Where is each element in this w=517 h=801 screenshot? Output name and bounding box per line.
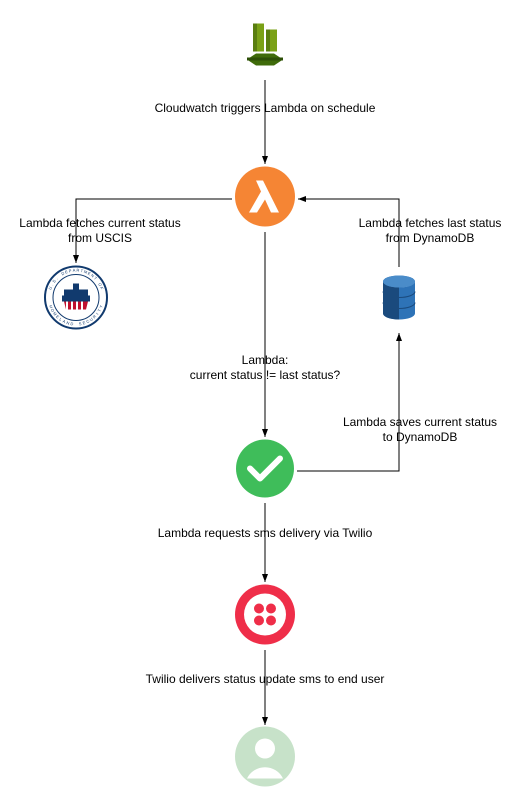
lambda-icon (235, 167, 295, 232)
label-twilio-deliver: Twilio delivers status update sms to end… (146, 672, 385, 688)
label-twilio-request: Lambda requests sms delivery via Twilio (158, 526, 373, 542)
cloudwatch-icon (237, 18, 293, 79)
label-save-dynamo-2: to DynamoDB (383, 430, 458, 446)
label-compare-2: current status != last status? (190, 368, 340, 384)
check-icon (236, 440, 294, 503)
label-fetch-uscis-1: Lambda fetches current status (19, 216, 180, 232)
label-fetch-dynamo-1: Lambda fetches last status (359, 216, 502, 232)
user-icon (235, 727, 295, 792)
label-save-dynamo-1: Lambda saves current status (343, 415, 497, 431)
svg-text:R: R (76, 268, 79, 273)
label-compare-1: Lambda: (242, 353, 289, 369)
label-fetch-dynamo-2: from DynamoDB (386, 231, 475, 247)
dhs-seal-icon: U.S. DEPARTMENT OFHOMELAND SECURITY (44, 266, 108, 335)
dynamodb-icon (371, 270, 427, 331)
label-cloudwatch-trigger: Cloudwatch triggers Lambda on schedule (155, 101, 376, 117)
twilio-icon (235, 585, 295, 650)
label-fetch-uscis-2: from USCIS (68, 231, 132, 247)
